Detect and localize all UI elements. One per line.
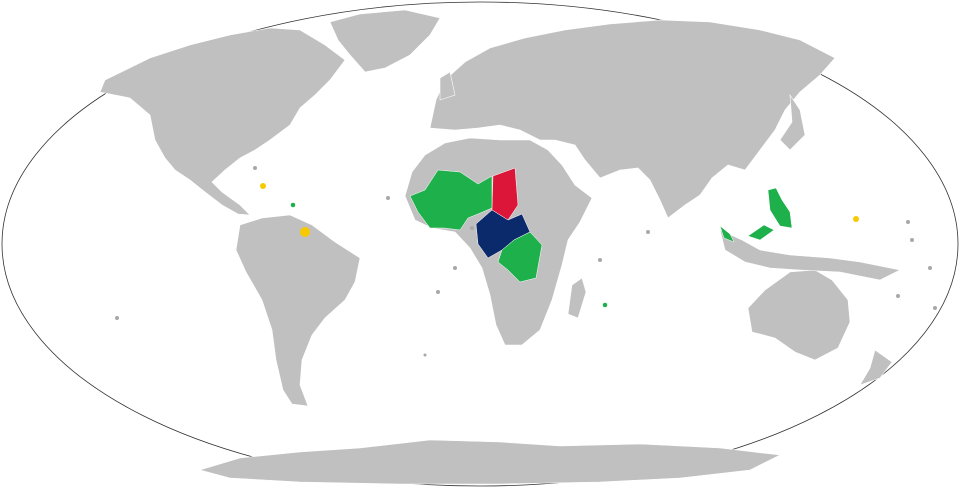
north-america	[99, 27, 346, 216]
west-africa	[409, 169, 493, 231]
japan	[779, 93, 806, 151]
island	[453, 266, 457, 270]
island	[598, 258, 602, 262]
island	[910, 238, 914, 242]
pacific-island	[853, 216, 859, 222]
island	[646, 230, 650, 234]
island	[253, 166, 257, 170]
antarctica	[198, 439, 782, 485]
malaysia	[719, 225, 735, 243]
island	[386, 196, 390, 200]
caribbean-island	[290, 202, 296, 208]
island	[115, 316, 119, 320]
philippines	[767, 187, 793, 229]
south-america	[235, 214, 361, 407]
island	[896, 294, 900, 298]
new-zealand	[859, 349, 893, 386]
island	[906, 220, 910, 224]
island	[470, 226, 474, 230]
french-guiana	[300, 227, 310, 237]
chad	[491, 167, 519, 221]
greenland	[329, 9, 441, 73]
small-islands	[115, 166, 937, 357]
indonesia	[719, 229, 901, 281]
island	[423, 353, 427, 357]
caribbean-island	[260, 183, 266, 189]
borneo	[747, 224, 775, 241]
australia	[747, 269, 851, 361]
madagascar	[567, 277, 587, 319]
eurasia	[429, 19, 836, 219]
highlighted-regions	[260, 167, 859, 308]
congo-drc	[497, 231, 543, 283]
island	[933, 306, 937, 310]
island	[436, 290, 440, 294]
island	[928, 266, 932, 270]
uk	[439, 71, 456, 101]
mauritius	[602, 302, 608, 308]
